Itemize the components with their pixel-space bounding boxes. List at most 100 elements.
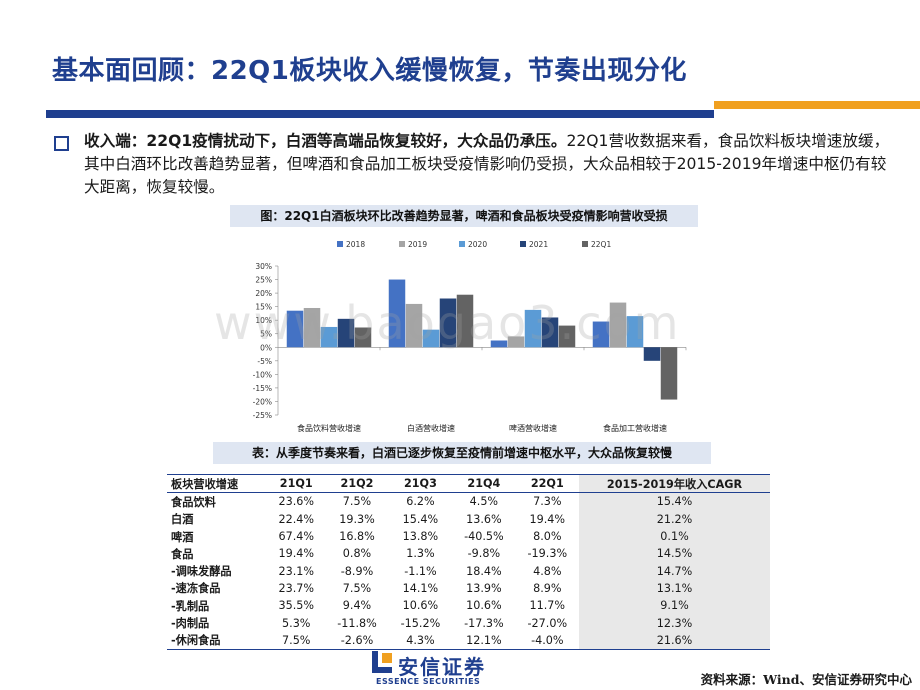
table-row-label: 白酒 bbox=[171, 513, 194, 527]
table-cell: 7.5% bbox=[342, 581, 372, 595]
page-title: 基本面回顾：22Q1板块收入缓慢恢复，节奏出现分化 bbox=[52, 56, 687, 86]
table-cell: 16.8% bbox=[339, 530, 375, 544]
table-row: -调味发酵品 23.1% -8.9% -1.1% 18.4% 4.8% 14.7% bbox=[167, 562, 770, 580]
table-cell: 23.7% bbox=[278, 581, 314, 595]
y-tick-label: -10% bbox=[253, 370, 272, 379]
bar bbox=[660, 347, 678, 400]
table-cell: 13.1% bbox=[579, 579, 770, 598]
table-cell: 11.7% bbox=[529, 599, 566, 613]
summary-text: 22Q1营收数据来看，食品饮料板块增速放缓，其中白酒环比改善趋势显著，但啤酒和食… bbox=[84, 132, 890, 196]
table-row: -速冻食品 23.7% 7.5% 14.1% 13.9% 8.9% 13.1% bbox=[167, 579, 770, 598]
bar-chart: 2018 2019 2020 2021 22Q1 30% 25% 20% 15% 10% 5% 0% -… bbox=[230, 227, 698, 437]
table-row: -肉制品 5.3% -11.8% -15.2% -17.3% -27.0% 12.3% bbox=[167, 614, 770, 632]
legend-swatch bbox=[520, 241, 526, 247]
growth-table: 板块营收增速 21Q1 21Q2 21Q3 21Q4 22Q1 2015-2019年收入CA… bbox=[167, 473, 770, 650]
table-row-label: -休闲食品 bbox=[167, 631, 268, 650]
bar bbox=[524, 309, 542, 348]
table-cell: 9.1% bbox=[579, 597, 770, 615]
y-tick-label: 5% bbox=[260, 330, 272, 339]
table-row-label: -乳制品 bbox=[171, 599, 210, 613]
table-cell: 15.4% bbox=[402, 512, 439, 526]
table-cell: -40.5% bbox=[464, 530, 504, 544]
bar bbox=[320, 326, 338, 348]
table-cell: 67.4% bbox=[278, 530, 314, 544]
table-row: -休闲食品 7.5% -2.6% 4.3% 12.1% -4.0% 21.6% bbox=[167, 631, 770, 650]
table-row: -乳制品 35.5% 9.4% 10.6% 10.6% 11.7% 9.1% bbox=[167, 597, 770, 615]
y-tick-label: -15% bbox=[253, 384, 272, 393]
y-tick-label: 25% bbox=[255, 276, 272, 285]
table-cell: 0.8% bbox=[342, 547, 372, 561]
table-cell: 4.3% bbox=[388, 631, 453, 650]
bar bbox=[490, 340, 508, 348]
table-cell: 23.6% bbox=[278, 495, 314, 509]
table-header-cell: 板块营收增速 bbox=[167, 473, 268, 494]
table-header-cell: 21Q3 bbox=[388, 473, 453, 494]
table-header-cell: 22Q1 bbox=[515, 473, 580, 494]
table-cell: -2.6% bbox=[325, 631, 389, 650]
table-header-row: 板块营收增速 21Q1 21Q2 21Q3 21Q4 22Q1 2015-2019年收入CA… bbox=[167, 473, 770, 494]
table-cell: -8.9% bbox=[340, 564, 374, 578]
table-cell: 10.6% bbox=[402, 599, 439, 613]
table-cell: -4.0% bbox=[515, 631, 580, 650]
watermark: www.baogao3.com bbox=[214, 296, 681, 350]
table-cell: 4.8% bbox=[533, 564, 562, 578]
bar bbox=[626, 316, 644, 348]
logo-text-en: ESSENCE SECURITIES bbox=[376, 677, 481, 686]
table-row-label: -速冻食品 bbox=[171, 582, 221, 596]
bar-chart-svg: 2018 2019 2020 2021 22Q1 30% 25% 20% 15% 10% 5% 0% -… bbox=[253, 240, 687, 433]
summary-paragraph: 收入端：22Q1疫情扰动下，白酒等高端品恢复较好，大众品仍承压。22Q1营收数据… bbox=[84, 130, 896, 199]
x-category-label: 白酒营收增速 bbox=[407, 423, 455, 433]
x-category-label: 食品饮料营收增速 bbox=[297, 423, 361, 433]
table-cell: 18.4% bbox=[466, 564, 502, 578]
bar bbox=[643, 347, 661, 361]
table-cell: 5.3% bbox=[282, 616, 311, 630]
bar bbox=[439, 298, 457, 348]
table-caption: 表：从季度节奏来看，白酒已逐步恢复至疫情前增速中枢水平，大众品恢复较慢 bbox=[213, 442, 711, 464]
table-cell: 7.3% bbox=[533, 495, 562, 509]
table-row-label: -调味发酵品 bbox=[171, 565, 232, 579]
table-cell: 10.6% bbox=[466, 599, 502, 613]
table-row: 白酒 22.4% 19.3% 15.4% 13.6% 19.4% 21.2% bbox=[167, 510, 770, 528]
table-cell: -19.3% bbox=[527, 547, 568, 561]
table-cell: 21.6% bbox=[579, 631, 770, 650]
essence-logo-icon bbox=[372, 651, 392, 673]
table-row-label: -肉制品 bbox=[171, 617, 210, 631]
legend-swatch bbox=[337, 241, 343, 247]
bar bbox=[405, 303, 423, 348]
title-underline-blue bbox=[46, 110, 714, 118]
table-header-cell: 21Q4 bbox=[452, 473, 516, 494]
table-cell: 19.4% bbox=[278, 547, 314, 561]
table-cell: -27.0% bbox=[527, 616, 568, 630]
y-tick-label: 15% bbox=[255, 303, 272, 312]
table-cell: 22.4% bbox=[278, 512, 314, 526]
bullet-square-icon bbox=[54, 136, 69, 151]
source-note: 资料来源：Wind、安信证券研究中心 bbox=[700, 672, 912, 687]
bar bbox=[541, 317, 559, 348]
legend-label: 2021 bbox=[529, 240, 548, 249]
figure-caption: 图：22Q1白酒板块环比改善趋势显著，啤酒和食品板块受疫情影响营收受损 bbox=[230, 205, 698, 227]
table-row-label: 食品 bbox=[171, 547, 194, 561]
table-cell: 23.1% bbox=[278, 564, 314, 578]
bar bbox=[609, 302, 627, 348]
bar bbox=[507, 336, 525, 348]
table-cell: 7.5% bbox=[342, 495, 372, 509]
table-cell: -17.3% bbox=[464, 616, 504, 630]
table-cell: 13.8% bbox=[402, 530, 439, 544]
summary-bold: 收入端：22Q1疫情扰动下，白酒等高端品恢复较好，大众品仍承压。 bbox=[84, 132, 567, 150]
bar bbox=[354, 327, 372, 348]
bar bbox=[286, 310, 304, 348]
table-cell: 9.4% bbox=[342, 599, 372, 613]
table-cell: 19.4% bbox=[529, 512, 566, 526]
table-cell: 1.3% bbox=[406, 547, 435, 561]
table-cell: 7.5% bbox=[267, 631, 326, 650]
bar bbox=[422, 329, 440, 348]
legend-swatch bbox=[582, 241, 588, 247]
table-cell: -15.2% bbox=[400, 616, 441, 630]
bar bbox=[592, 321, 610, 348]
table-row-label: 食品饮料 bbox=[171, 495, 216, 509]
table-cell: 21.2% bbox=[579, 510, 770, 528]
bar bbox=[388, 279, 406, 348]
table-header-cell: 21Q1 bbox=[267, 473, 326, 494]
legend-label: 2020 bbox=[468, 240, 487, 249]
table-cell: -11.8% bbox=[337, 616, 377, 630]
